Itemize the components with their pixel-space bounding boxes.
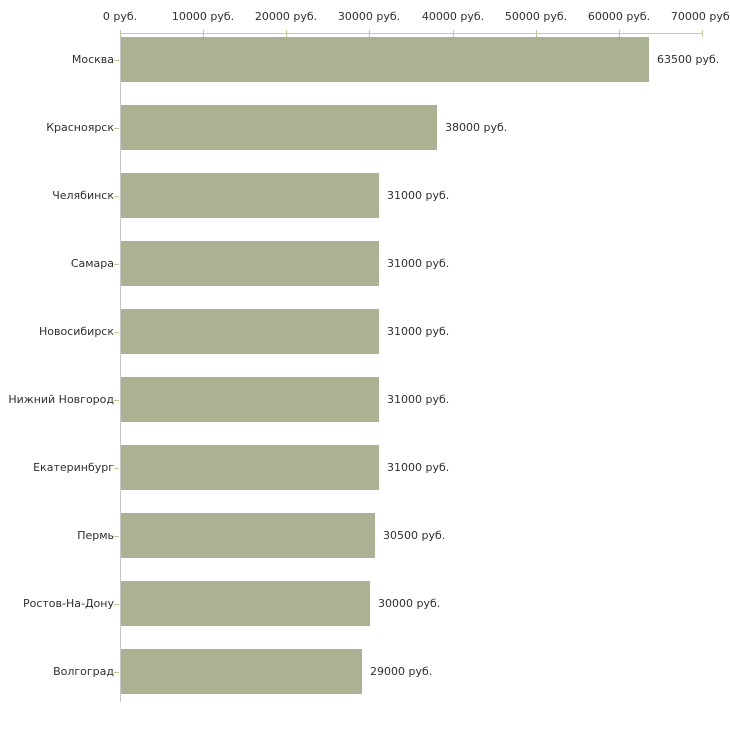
bar-value-label: 31000 руб. (387, 256, 450, 270)
x-axis-tick (619, 30, 620, 37)
category-tick (114, 331, 119, 333)
category-label: Ростов-На-Дону (22, 596, 114, 610)
bar (121, 173, 379, 218)
bar-value-label: 31000 руб. (387, 324, 450, 338)
bar-value-label: 38000 руб. (445, 120, 508, 134)
x-axis-tick (702, 30, 703, 37)
category-tick (114, 127, 119, 129)
x-axis-tick (120, 30, 121, 37)
bar (121, 309, 379, 354)
x-axis-tick-label: 0 руб. (102, 10, 138, 23)
category-tick (114, 399, 119, 401)
category-tick (114, 671, 119, 673)
x-axis-tick (203, 30, 204, 37)
bar (121, 581, 370, 626)
category-tick (114, 263, 119, 265)
category-label: Екатеринбург (33, 460, 114, 474)
x-axis-tick (286, 30, 287, 37)
category-label: Нижний Новгород (8, 392, 114, 406)
category-tick (114, 195, 119, 197)
bar (121, 241, 379, 286)
bar (121, 649, 362, 694)
x-axis-tick-label: 40000 руб. (421, 10, 485, 23)
bar-value-label: 31000 руб. (387, 392, 450, 406)
category-label: Красноярск (46, 120, 114, 134)
bar-value-label: 31000 руб. (387, 188, 450, 202)
bar (121, 105, 437, 150)
bar-value-label: 30500 руб. (383, 528, 446, 542)
x-axis-tick-label: 70000 руб. (670, 10, 730, 23)
bar-value-label: 31000 руб. (387, 460, 450, 474)
category-tick (114, 59, 119, 61)
y-axis-line (120, 33, 121, 702)
category-tick (114, 603, 119, 605)
bar-value-label: 30000 руб. (378, 596, 441, 610)
x-axis-tick-label: 30000 руб. (337, 10, 401, 23)
bar (121, 513, 375, 558)
x-axis-line (120, 33, 703, 34)
category-label: Самара (70, 256, 114, 270)
bar (121, 377, 379, 422)
bar-value-label: 29000 руб. (370, 664, 433, 678)
category-tick (114, 535, 119, 537)
category-label: Пермь (77, 528, 114, 542)
x-axis-tick (536, 30, 537, 37)
x-axis-tick-label: 60000 руб. (587, 10, 651, 23)
category-label: Новосибирск (38, 324, 114, 338)
bar (121, 37, 649, 82)
category-label: Москва (71, 52, 114, 66)
bar (121, 445, 379, 490)
category-label: Волгоград (53, 664, 114, 678)
x-axis-tick (453, 30, 454, 37)
x-axis-tick (369, 30, 370, 37)
x-axis-tick-label: 20000 руб. (254, 10, 318, 23)
bar-value-label: 63500 руб. (657, 52, 720, 66)
category-label: Челябинск (52, 188, 114, 202)
x-axis-tick-label: 10000 руб. (171, 10, 235, 23)
category-tick (114, 467, 119, 469)
x-axis-tick-label: 50000 руб. (504, 10, 568, 23)
